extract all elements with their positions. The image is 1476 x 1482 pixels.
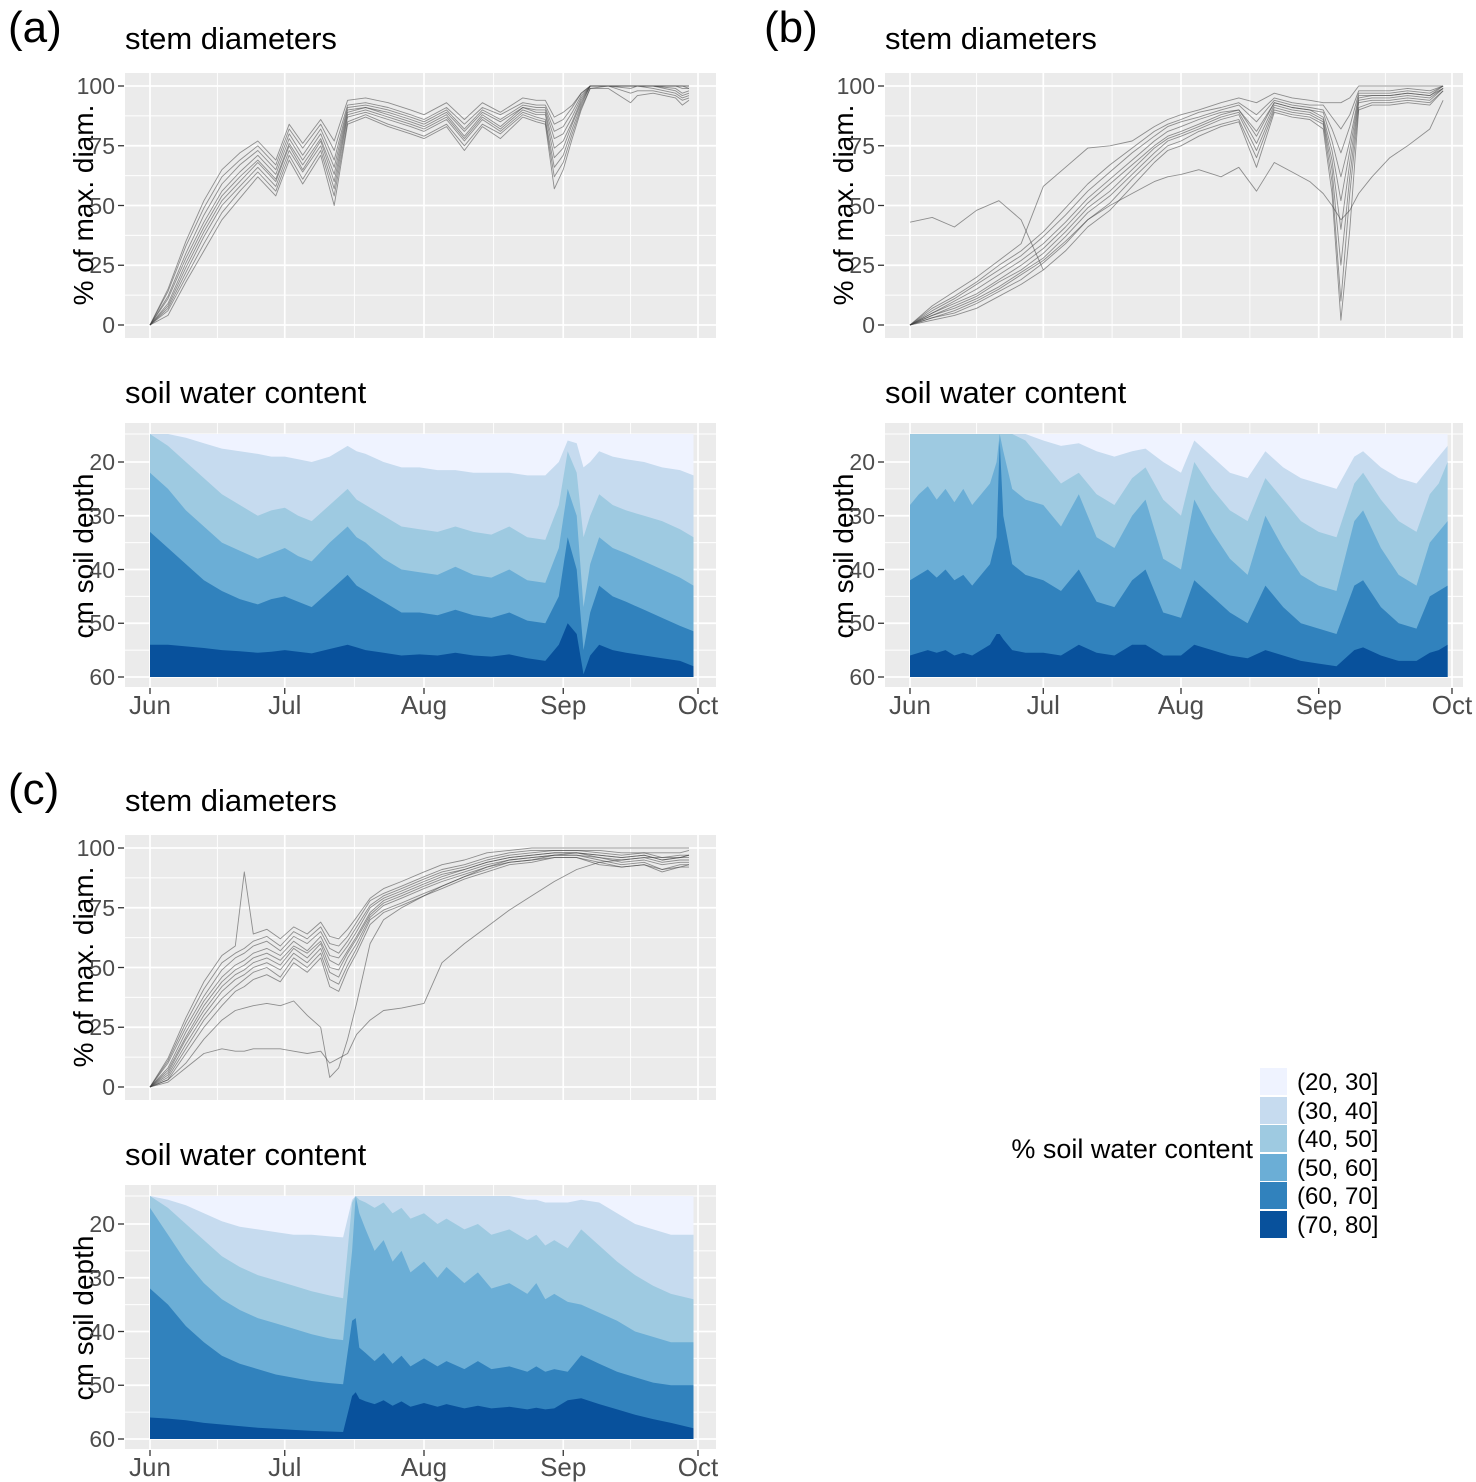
stem-ytick-label-b: 100 <box>836 73 875 99</box>
month-label-a: Jul <box>268 690 302 720</box>
stem-title-a: stem diameters <box>125 21 337 56</box>
stem-series-c-5 <box>149 852 690 1088</box>
panel-tag-a: (a) <box>8 3 62 52</box>
panel-tag-b: (b) <box>764 3 818 52</box>
stem-series-b-6 <box>909 85 1444 326</box>
stem-series-c-9 <box>149 854 690 1088</box>
soil-ytick-label-a: 40 <box>89 556 115 583</box>
stem-ytick-label-c: 100 <box>76 835 115 861</box>
month-label-a: Aug <box>400 690 448 720</box>
soil-ytick-label-c: 30 <box>89 1264 115 1291</box>
soil-band-c-5 <box>150 1392 694 1439</box>
month-label-a: Jun <box>129 690 171 720</box>
legend-swatch-1 <box>1260 1097 1287 1124</box>
stem-ytick-label-a: 75 <box>89 132 115 159</box>
stem-series-a-8 <box>149 85 689 326</box>
soil-band-a-5 <box>150 623 694 677</box>
stem-ytick-label-b: 25 <box>849 252 875 279</box>
soil-ytick-label-a: 60 <box>89 664 115 690</box>
legend-swatch-5 <box>1260 1211 1287 1238</box>
stem-series-b-7 <box>909 85 1444 326</box>
month-label-c: Jul <box>268 1452 302 1482</box>
soil-ytick-label-c: 40 <box>89 1318 115 1345</box>
stem-ytick-label-a: 0 <box>102 312 115 338</box>
soil-title-c: soil water content <box>125 1137 367 1172</box>
stem-ytick-label-b: 0 <box>862 312 875 338</box>
soil-title-b: soil water content <box>885 375 1127 410</box>
stem-series-c-6 <box>149 849 689 1088</box>
soil-band-c-4 <box>150 1288 694 1439</box>
stem-ytick-label-b: 50 <box>849 192 875 219</box>
legend-swatch-3 <box>1260 1154 1287 1181</box>
stem-series-c-7 <box>149 849 690 1088</box>
legend-label-3: (50, 60] <box>1297 1155 1379 1182</box>
stem-ytick-label-c: 0 <box>102 1074 115 1100</box>
stem-series-b-1 <box>909 90 1444 326</box>
month-label-a: Oct <box>677 690 719 720</box>
stem-series-c-0 <box>149 857 689 1088</box>
soil-ytick-label-a: 50 <box>89 610 115 637</box>
soil-ytick-label-b: 50 <box>849 610 875 637</box>
soil-ytick-label-c: 20 <box>89 1211 115 1237</box>
gridlines <box>125 73 716 338</box>
month-label-c: Jun <box>129 1452 171 1482</box>
legend-label-5: (70, 80] <box>1297 1212 1379 1239</box>
legend-label-4: (60, 70] <box>1297 1183 1379 1210</box>
legend-swatch-2 <box>1260 1125 1287 1152</box>
stem-ytick-label-a: 25 <box>89 252 115 279</box>
stem-series-c-3 <box>149 852 689 1088</box>
soil-ytick-label-a: 30 <box>89 502 115 529</box>
month-label-b: Jul <box>1026 690 1060 720</box>
panel-tag-c: (c) <box>8 765 60 814</box>
soil-band-b-4 <box>910 440 1448 677</box>
legend-title: % soil water content <box>1011 1134 1253 1164</box>
stem-series-b-5 <box>909 85 1444 326</box>
stem-series-b-9 <box>909 200 1044 271</box>
stem-ytick-label-c: 50 <box>89 954 115 981</box>
soil-ytick-label-a: 20 <box>89 449 115 475</box>
soil-ytick-label-c: 50 <box>89 1372 115 1399</box>
month-label-c: Oct <box>677 1452 719 1482</box>
stem-ytick-label-c: 75 <box>89 894 115 921</box>
stem-series-a-1 <box>149 85 690 326</box>
month-label-b: Aug <box>1157 690 1205 720</box>
soil-title-a: soil water content <box>125 375 367 410</box>
soil-ytick-label-b: 40 <box>849 556 875 583</box>
soil-ytick-label-b: 30 <box>849 502 875 529</box>
stem-ytick-label-b: 75 <box>849 132 875 159</box>
stem-series-c-2 <box>149 854 689 1088</box>
legend-label-1: (30, 40] <box>1297 1098 1379 1125</box>
legend-label-0: (20, 30] <box>1297 1069 1379 1096</box>
stem-series-b-10 <box>909 100 1444 326</box>
stem-ytick-label-a: 50 <box>89 192 115 219</box>
soil-ytick-label-c: 60 <box>89 1426 115 1452</box>
month-label-c: Aug <box>400 1452 448 1482</box>
stem-series-a-0 <box>149 87 690 326</box>
soil-band-a-4 <box>150 531 694 677</box>
soil-ytick-label-b: 20 <box>849 449 875 475</box>
stem-title-b: stem diameters <box>885 21 1097 56</box>
month-label-a: Sep <box>540 690 587 720</box>
stem-series-c-8 <box>149 847 689 1088</box>
stem-series-c-1 <box>149 854 689 1088</box>
stem-ytick-label-c: 25 <box>89 1014 115 1041</box>
soil-band-b-5 <box>910 634 1448 677</box>
stem-series-c-10 <box>149 857 690 1088</box>
month-label-b: Oct <box>1431 690 1473 720</box>
stem-series-b-8 <box>909 85 1444 326</box>
legend-swatch-0 <box>1260 1068 1287 1095</box>
stem-ytick-label-a: 100 <box>76 73 115 99</box>
stem-title-c: stem diameters <box>125 783 337 818</box>
legend-label-2: (40, 50] <box>1297 1126 1379 1153</box>
soil-ytick-label-b: 60 <box>849 664 875 690</box>
month-label-b: Sep <box>1295 690 1342 720</box>
month-label-b: Jun <box>889 690 931 720</box>
month-label-c: Sep <box>540 1452 587 1482</box>
legend-swatch-4 <box>1260 1182 1287 1209</box>
